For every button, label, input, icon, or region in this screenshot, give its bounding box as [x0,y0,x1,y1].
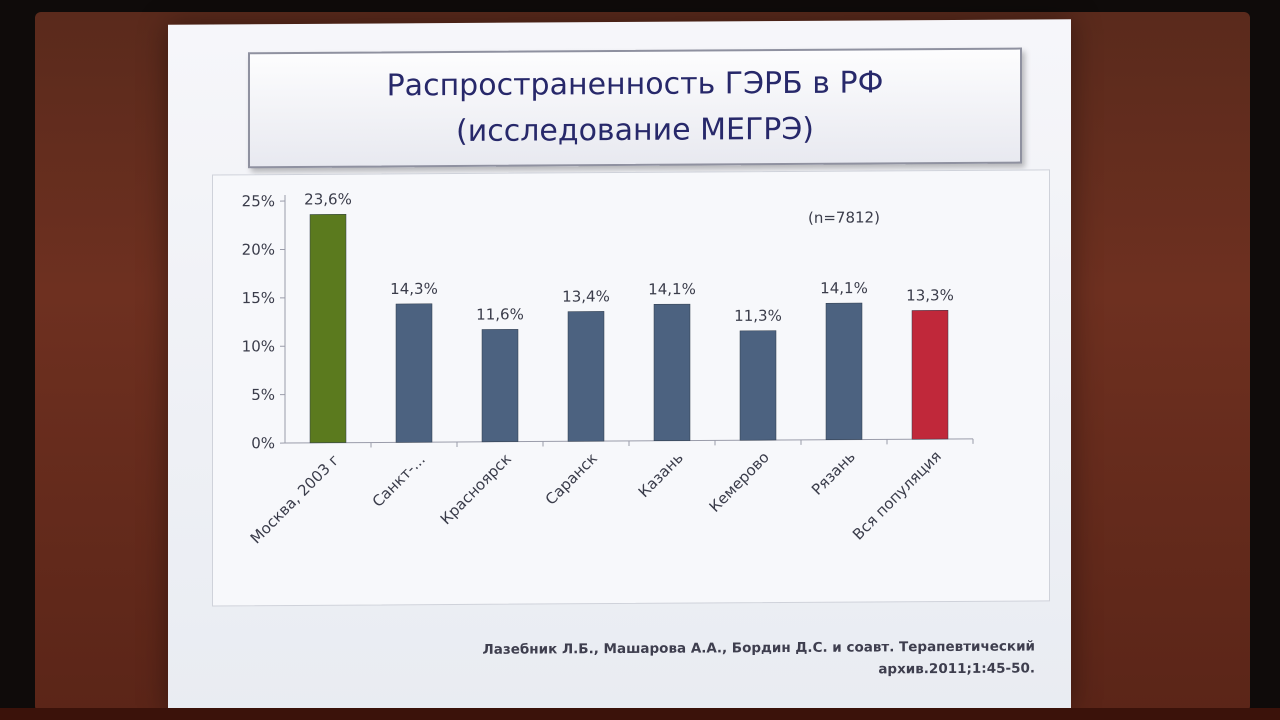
bar [739,330,777,441]
bar [567,311,605,442]
chart-area: 0% 5% 10% 15% 20% 25% 23,6% Москва, 2003 г 14,3%… [212,169,1050,607]
bar [309,213,347,444]
slide-title-line1: Распространенность ГЭРБ в РФ [386,65,884,104]
bar [825,302,863,440]
bar-data-label: 13,3% [906,286,954,304]
y-tick-label: 0% [251,434,275,452]
citation-line2: архив.2011;1:45-50. [878,660,1035,678]
bar [395,303,433,443]
bar [481,329,519,443]
x-category-label: Санкт-... [369,450,429,510]
bar [911,309,949,440]
bar-data-label: 14,1% [820,279,868,297]
slide-title-line2: (исследование МЕГРЭ) [456,111,814,149]
title-box: Распространенность ГЭРБ в РФ (исследован… [248,47,1022,169]
bar-data-label: 13,4% [562,287,610,305]
y-tick-label: 10% [242,337,275,355]
x-category-label: Рязань [808,448,859,499]
bar-data-label: 23,6% [304,190,352,208]
bar-data-label: 11,3% [734,307,782,325]
x-category-label: Саранск [542,449,601,508]
bar-data-label: 14,1% [648,280,696,298]
bar [653,303,691,442]
citation: Лазебник Л.Б., Машарова А.А., Бордин Д.С… [475,635,1035,682]
x-category-label: Казань [635,449,687,501]
y-tick-label: 15% [242,289,275,307]
floor-strip [0,708,1280,720]
y-tick-label: 5% [251,386,275,404]
projected-slide: Распространенность ГЭРБ в РФ (исследован… [168,19,1071,715]
x-category-label: Вся популяция [849,447,945,543]
bar-data-label: 11,6% [476,305,524,323]
bar-data-label: 14,3% [390,280,438,298]
x-category-label: Красноярск [437,450,515,528]
y-tick-label: 25% [242,192,275,210]
x-category-label: Москва, 2003 г [247,451,343,548]
bar-chart: 0% 5% 10% 15% 20% 25% 23,6% Москва, 2003 г 14,3%… [242,190,974,548]
x-category-label: Кемерово [706,448,773,516]
sample-size-note: (n=7812) [808,208,880,227]
y-tick-label: 20% [242,241,275,259]
